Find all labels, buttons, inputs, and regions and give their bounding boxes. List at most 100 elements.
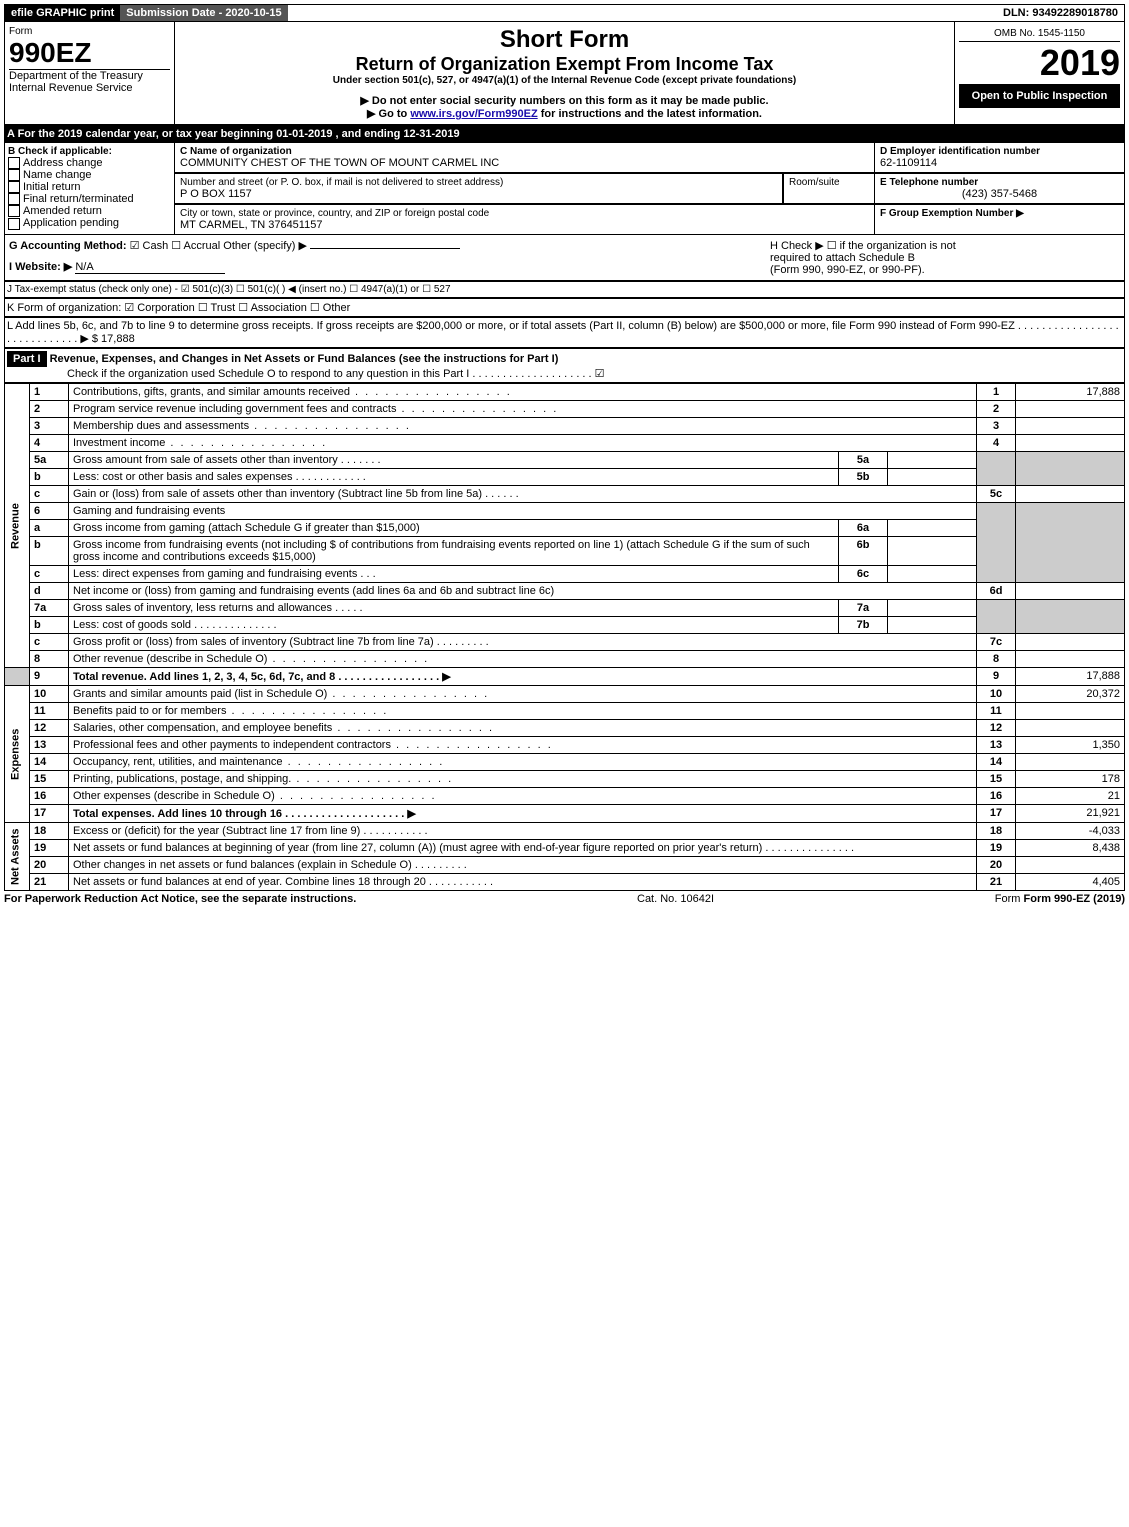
instructions-link-row: ▶ Go to www.irs.gov/Form990EZ for instru…: [179, 107, 950, 120]
accounting-method-label: G Accounting Method:: [9, 240, 127, 252]
l21-num: 21: [30, 874, 69, 891]
row-h-line2: required to attach Schedule B: [770, 252, 1120, 264]
tax-period-text: A For the 2019 calendar year, or tax yea…: [7, 128, 460, 140]
opt-address-change: Address change: [23, 157, 103, 169]
section-e-label: E Telephone number: [880, 177, 1119, 188]
l6c-subcol: 6c: [839, 566, 888, 583]
application-pending-checkbox[interactable]: [8, 218, 20, 230]
amended-return-checkbox[interactable]: [8, 205, 20, 217]
section-b-title: B Check if applicable:: [8, 146, 171, 157]
short-form-title: Short Form: [179, 26, 950, 54]
opt-initial-return: Initial return: [23, 181, 80, 193]
l17-col: 17: [977, 805, 1016, 823]
l21-col: 21: [977, 874, 1016, 891]
dln-label: DLN: 93492289018780: [997, 5, 1124, 21]
l13-desc: Professional fees and other payments to …: [73, 739, 391, 751]
l4-col: 4: [977, 435, 1016, 452]
phone-value: (423) 357-5468: [880, 188, 1119, 200]
section-d-label: D Employer identification number: [880, 146, 1119, 157]
l3-col: 3: [977, 418, 1016, 435]
row-l-value: 17,888: [101, 333, 135, 345]
l14-num: 14: [30, 754, 69, 771]
row-l: L Add lines 5b, 6c, and 7b to line 9 to …: [4, 317, 1125, 348]
ssn-warning: ▶ Do not enter social security numbers o…: [179, 94, 950, 107]
l8-desc: Other revenue (describe in Schedule O): [73, 653, 267, 665]
address-change-checkbox[interactable]: [8, 157, 20, 169]
l7c-num: c: [30, 634, 69, 651]
row-k: K Form of organization: ☑ Corporation ☐ …: [4, 298, 1125, 317]
accounting-method-options: ☑ Cash ☐ Accrual Other (specify) ▶: [130, 240, 307, 252]
part1-check: Check if the organization used Schedule …: [67, 368, 605, 380]
l19-col: 19: [977, 840, 1016, 857]
efile-print-button[interactable]: efile GRAPHIC print: [5, 5, 120, 21]
revenue-section-label: Revenue: [5, 384, 30, 668]
l9-desc: Total revenue. Add lines 1, 2, 3, 4, 5c,…: [69, 668, 977, 686]
part1-label: Part I: [7, 351, 47, 367]
addr-label: Number and street (or P. O. box, if mail…: [180, 177, 777, 188]
l16-col: 16: [977, 788, 1016, 805]
l14-amt: [1016, 754, 1125, 771]
l7a-num: 7a: [30, 600, 69, 617]
accounting-other-input[interactable]: [310, 248, 460, 249]
l15-desc: Printing, publications, postage, and shi…: [73, 773, 291, 785]
footer-right: Form Form 990-EZ (2019): [995, 893, 1125, 905]
l6a-num: a: [30, 520, 69, 537]
l11-desc: Benefits paid to or for members: [73, 705, 226, 717]
instructions-link[interactable]: www.irs.gov/Form990EZ: [410, 108, 537, 120]
form-header: Form 990EZ Department of the Treasury In…: [4, 22, 1125, 125]
l10-amt: 20,372: [1016, 686, 1125, 703]
opt-amended-return: Amended return: [23, 205, 102, 217]
l10-col: 10: [977, 686, 1016, 703]
l13-amt: 1,350: [1016, 737, 1125, 754]
main-title: Return of Organization Exempt From Incom…: [179, 54, 950, 75]
l6b-num: b: [30, 537, 69, 566]
opt-application-pending: Application pending: [23, 217, 119, 229]
l7a-subval: [888, 600, 977, 617]
l17-num: 17: [30, 805, 69, 823]
final-return-checkbox[interactable]: [8, 193, 20, 205]
section-f-label: F Group Exemption Number ▶: [880, 208, 1119, 219]
l16-amt: 21: [1016, 788, 1125, 805]
l21-amt: 4,405: [1016, 874, 1125, 891]
l2-amt: [1016, 401, 1125, 418]
website-label: I Website: ▶: [9, 261, 72, 273]
tax-period-row: A For the 2019 calendar year, or tax yea…: [4, 125, 1125, 143]
org-city: MT CARMEL, TN 376451157: [180, 219, 869, 231]
subtitle: Under section 501(c), 527, or 4947(a)(1)…: [179, 75, 950, 86]
l7b-subval: [888, 617, 977, 634]
l6-num: 6: [30, 503, 69, 520]
l12-desc: Salaries, other compensation, and employ…: [73, 722, 332, 734]
l3-desc: Membership dues and assessments: [73, 420, 249, 432]
footer-left: For Paperwork Reduction Act Notice, see …: [4, 893, 356, 905]
l3-amt: [1016, 418, 1125, 435]
name-change-checkbox[interactable]: [8, 169, 20, 181]
l7a-desc: Gross sales of inventory, less returns a…: [73, 602, 332, 614]
l14-desc: Occupancy, rent, utilities, and maintena…: [73, 756, 283, 768]
open-to-public-badge: Open to Public Inspection: [959, 84, 1120, 108]
l18-desc: Excess or (deficit) for the year (Subtra…: [73, 825, 360, 837]
l20-amt: [1016, 857, 1125, 874]
entity-info: B Check if applicable: Address change Na…: [4, 143, 1125, 235]
l6a-subval: [888, 520, 977, 537]
l6b-subval: [888, 537, 977, 566]
l6d-num: d: [30, 583, 69, 600]
l7b-desc: Less: cost of goods sold: [73, 619, 191, 631]
form-number: 990EZ: [9, 37, 170, 69]
city-label: City or town, state or province, country…: [180, 208, 869, 219]
initial-return-checkbox[interactable]: [8, 181, 20, 193]
form-word: Form: [9, 26, 170, 37]
l10-num: 10: [30, 686, 69, 703]
l13-num: 13: [30, 737, 69, 754]
l5c-col: 5c: [977, 486, 1016, 503]
row-h-line1: H Check ▶ ☐ if the organization is not: [770, 239, 1120, 252]
l8-num: 8: [30, 651, 69, 668]
part1-title: Revenue, Expenses, and Changes in Net As…: [50, 353, 559, 365]
l5b-subval: [888, 469, 977, 486]
l6d-col: 6d: [977, 583, 1016, 600]
l6d-desc: Net income or (loss) from gaming and fun…: [69, 583, 977, 600]
l5a-num: 5a: [30, 452, 69, 469]
l7b-subcol: 7b: [839, 617, 888, 634]
l5a-subcol: 5a: [839, 452, 888, 469]
l4-num: 4: [30, 435, 69, 452]
l11-col: 11: [977, 703, 1016, 720]
